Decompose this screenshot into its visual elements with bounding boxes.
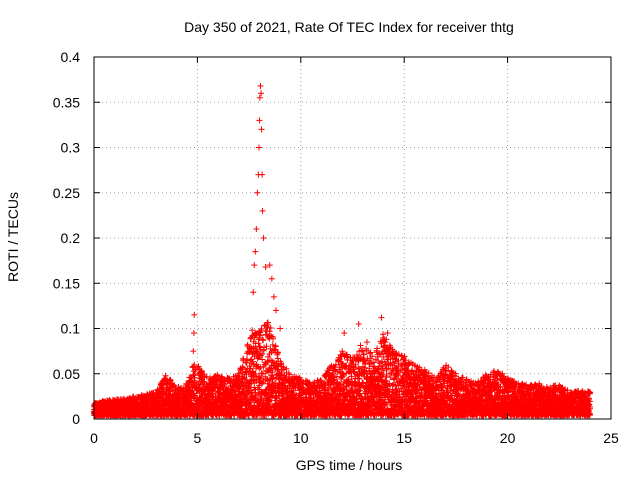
roti-peak-point <box>256 94 263 101</box>
roti-peak-point <box>250 289 257 296</box>
roti-peak-point <box>259 207 266 214</box>
roti-peak-point <box>384 330 391 337</box>
roti-peak-point <box>252 248 259 255</box>
roti-peak-point <box>363 339 370 346</box>
y-tick-label: 0.15 <box>53 275 80 291</box>
x-tick-label: 25 <box>603 430 619 446</box>
roti-peak-point <box>251 262 258 269</box>
roti-peak-point <box>268 275 275 282</box>
x-tick-label: 0 <box>90 430 98 446</box>
x-tick-label: 5 <box>194 430 202 446</box>
y-tick-label: 0.3 <box>61 140 81 156</box>
roti-peak-point <box>256 144 263 151</box>
roti-peak-point <box>262 263 269 270</box>
x-tick-label: 10 <box>293 430 309 446</box>
roti-peak-point <box>355 320 362 327</box>
grid-lines <box>94 57 611 419</box>
roti-peak-point <box>260 235 267 241</box>
roti-peak-point <box>378 314 385 321</box>
x-tick-label: 20 <box>500 430 516 446</box>
y-axis-ticks: 0 0.05 0.1 0.15 0.2 0.25 0.3 0.35 0.4 <box>53 49 611 427</box>
roti-peak-point <box>258 126 265 133</box>
y-tick-label: 0.2 <box>61 230 81 246</box>
y-tick-label: 0.4 <box>61 49 81 65</box>
roti-peak-point <box>272 307 279 314</box>
y-tick-label: 0.05 <box>53 366 80 382</box>
roti-peak-point <box>248 334 255 341</box>
chart-title: Day 350 of 2021, Rate Of TEC Index for r… <box>184 19 514 35</box>
roti-peak-point <box>254 189 261 196</box>
x-tick-label: 15 <box>396 430 412 446</box>
data-points <box>91 82 594 419</box>
roti-peak-point <box>259 171 266 178</box>
roti-peak-point <box>257 82 264 89</box>
roti-peak-point <box>191 311 198 318</box>
roti-peak-point <box>253 225 260 232</box>
y-tick-label: 0 <box>72 411 80 427</box>
x-axis-label: GPS time / hours <box>296 457 403 473</box>
roti-peak-point <box>258 90 265 97</box>
x-axis-ticks: 0 5 10 15 20 25 <box>90 57 619 446</box>
roti-peak-point <box>249 327 256 334</box>
y-tick-label: 0.25 <box>53 185 80 201</box>
roti-peak-point <box>270 293 277 300</box>
y-axis-label: ROTI / TECUs <box>5 192 21 282</box>
y-tick-label: 0.1 <box>61 321 81 337</box>
roti-peak-point <box>256 117 263 124</box>
roti-peak-point <box>247 343 254 350</box>
roti-peak-point <box>266 262 273 269</box>
y-tick-label: 0.35 <box>53 94 80 110</box>
roti-peak-point <box>190 330 197 337</box>
roti-peak-point <box>277 325 284 332</box>
roti-peak-point <box>190 348 197 355</box>
roti-scatter-points <box>91 319 594 419</box>
roti-peak-point <box>341 330 348 337</box>
